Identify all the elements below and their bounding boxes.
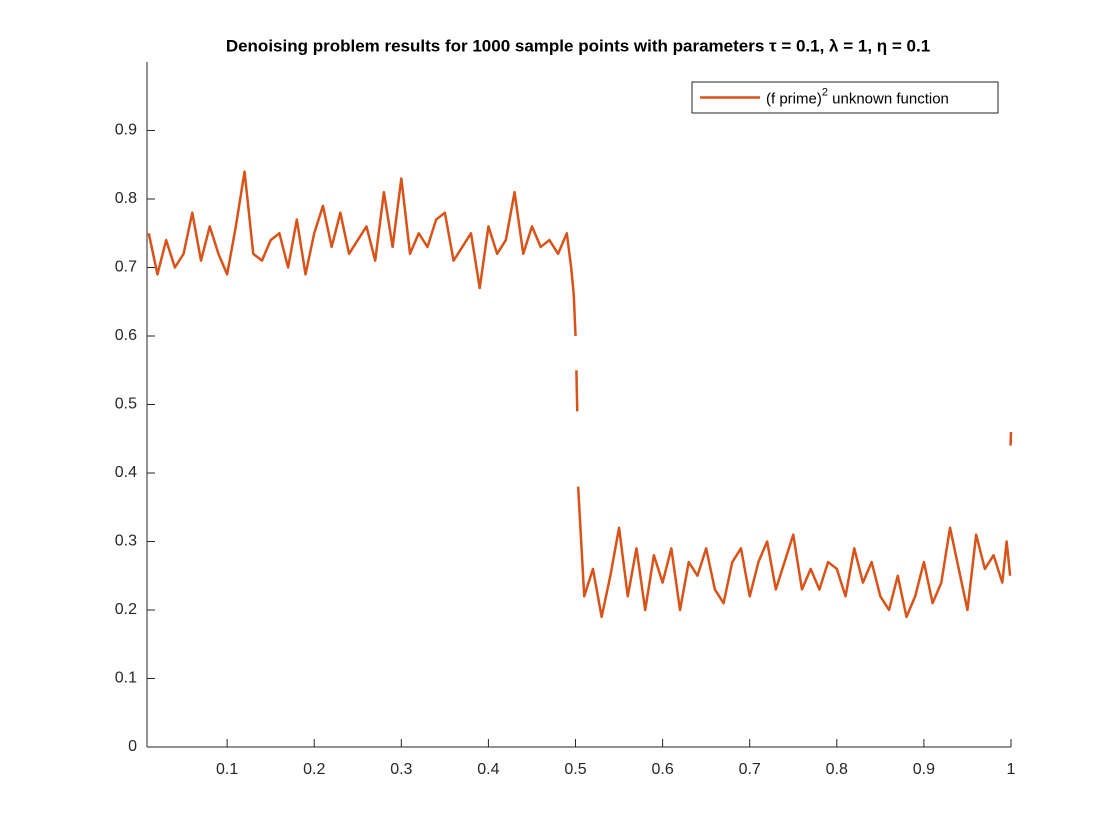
x-tick-label: 1 [1007, 761, 1016, 778]
legend-label: (f prime)2 unknown function [766, 86, 949, 107]
x-tick-label: 0.2 [303, 761, 325, 778]
y-tick-label: 0.1 [115, 670, 137, 687]
y-tick-label: 0.4 [115, 464, 137, 481]
data-line [147, 170, 577, 337]
y-tick-label: 0.5 [115, 396, 137, 413]
y-tick-label: 0.7 [115, 259, 137, 276]
y-tick-label: 0.8 [115, 190, 137, 207]
data-line [575, 370, 579, 412]
x-tick-label: 0.8 [826, 761, 848, 778]
y-tick-label: 0.6 [115, 327, 137, 344]
x-tick-label: 0.6 [651, 761, 673, 778]
legend: (f prime)2 unknown function [691, 81, 999, 114]
chart-title: Denoising problem results for 1000 sampl… [226, 36, 930, 55]
x-tick-label: 0.9 [913, 761, 935, 778]
x-tick-label: 0.5 [564, 761, 586, 778]
y-tick-label: 0 [128, 738, 137, 755]
y-tick-label: 0.9 [115, 122, 137, 139]
y-tick-label: 0.2 [115, 601, 137, 618]
x-tick-label: 0.7 [739, 761, 761, 778]
x-tick-label: 0.4 [477, 761, 499, 778]
x-tick-label: 0.1 [216, 761, 238, 778]
y-tick-label: 0.3 [115, 533, 137, 550]
x-tick-label: 0.3 [390, 761, 412, 778]
data-line [576, 486, 1012, 619]
